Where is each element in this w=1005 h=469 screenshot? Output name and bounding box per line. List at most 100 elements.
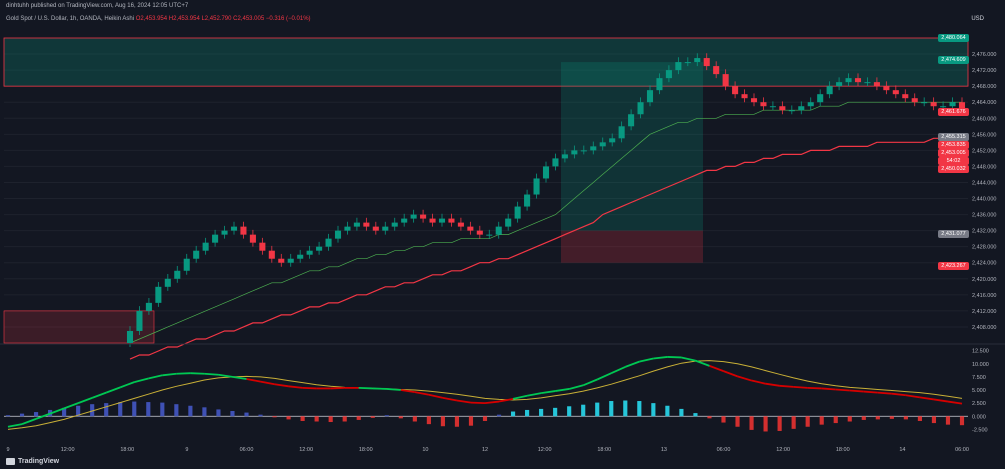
oscillator-line-segment — [512, 394, 528, 400]
price-label-badge: 2,480.064 — [938, 33, 969, 42]
oscillator-tick-label: 5.000 — [972, 388, 986, 394]
histogram-bar — [889, 416, 894, 419]
histogram-bar — [174, 404, 179, 417]
candle — [259, 242, 266, 251]
oscillator-line-segment — [372, 387, 387, 390]
oscillator-line-segment — [863, 390, 878, 394]
histogram-bar — [931, 416, 937, 424]
oscillator-line-segment — [821, 387, 836, 391]
candle — [807, 102, 814, 107]
histogram-bar — [791, 416, 796, 429]
oscillator-line-segment — [877, 391, 892, 395]
price-tick-label: 2,424.000 — [972, 261, 996, 267]
histogram-bar — [581, 404, 586, 417]
oscillator-line-segment — [723, 370, 738, 378]
candle — [429, 218, 436, 223]
time-tick-label: 12:00 — [299, 447, 313, 453]
histogram-bar — [595, 402, 600, 417]
candle — [618, 126, 625, 139]
candle — [145, 302, 152, 311]
candle — [212, 234, 219, 243]
histogram-bar — [188, 405, 193, 417]
candle — [164, 278, 171, 287]
oscillator-line-segment — [835, 388, 850, 392]
candle — [410, 214, 417, 219]
histogram-bar — [286, 416, 291, 420]
oscillator-line-segment — [190, 372, 205, 375]
candle — [656, 78, 663, 91]
time-tick-label: 18:00 — [120, 447, 134, 453]
candle — [921, 102, 928, 104]
price-tick-label: 2,420.000 — [972, 277, 996, 283]
time-tick-label: 12:00 — [776, 447, 790, 453]
candle — [420, 214, 427, 219]
histogram-bar — [412, 416, 417, 422]
histogram-bar — [510, 411, 516, 417]
candle — [571, 150, 578, 155]
histogram-bar — [651, 403, 656, 417]
candle — [467, 226, 474, 231]
price-tick-label: 2,432.000 — [972, 229, 996, 235]
candle — [911, 98, 918, 103]
oscillator-line-segment — [582, 378, 598, 387]
histogram-bar — [440, 416, 445, 427]
ohlc-values: O2,453.954 H2,453.954 L2,452.790 C2,453.… — [135, 16, 311, 22]
oscillator-line-segment — [232, 375, 247, 380]
oscillator-pane[interactable]: 12.500 10.000 7.500 5.000 2.500 0.000 -2.500 9 1… — [4, 349, 989, 453]
oscillator-line-segment — [709, 365, 724, 372]
candle — [325, 238, 332, 247]
histogram-bar — [160, 402, 165, 417]
candle — [193, 250, 200, 259]
candle — [240, 226, 247, 235]
oscillator-line-segment — [358, 387, 373, 390]
oscillator-line-segment — [176, 372, 191, 375]
oscillator-line-segment — [386, 388, 401, 391]
oscillator-line-segment — [77, 397, 93, 404]
candle — [316, 246, 323, 251]
histogram-bar — [875, 416, 880, 420]
time-tick-label: 9 — [185, 447, 188, 453]
candle — [448, 218, 455, 223]
histogram-bar — [763, 416, 768, 432]
oscillator-line-segment — [596, 372, 612, 381]
tradingview-logo-icon — [6, 458, 15, 465]
watermark-text: TradingView — [18, 458, 60, 465]
candle — [438, 218, 446, 223]
signal-line — [7, 360, 963, 430]
oscillator-tick-label: 10.000 — [972, 362, 989, 368]
histogram-bar — [468, 416, 474, 426]
candle — [221, 230, 228, 235]
candle — [883, 86, 890, 91]
histogram-bar — [300, 416, 305, 421]
oscillator-line-segment — [456, 399, 472, 404]
oscillator-line-segment — [204, 372, 219, 376]
oscillator-line-segment — [751, 379, 766, 385]
candle — [401, 218, 408, 223]
oscillator-line-segment — [7, 423, 23, 428]
oscillator-line-segment — [288, 385, 303, 389]
histogram-bar — [19, 413, 25, 417]
candle — [590, 146, 597, 151]
oscillator-line-segment — [947, 400, 963, 405]
histogram-bar — [945, 416, 951, 425]
candle — [760, 102, 767, 107]
candle — [202, 242, 209, 251]
price-tick-label: 2,468.000 — [972, 84, 996, 90]
oscillator-tick-label: 0.000 — [972, 414, 986, 420]
oscillator-line-segment — [246, 378, 261, 383]
histogram-bar — [917, 416, 922, 421]
oscillator-line-segment — [134, 377, 149, 383]
candle — [126, 330, 134, 343]
main-pane[interactable]: 2,408.000 2,412.000 2,416.000 2,420.000 2,42… — [0, 37, 1005, 360]
resistance-zone — [3, 37, 969, 87]
histogram-bar — [567, 406, 572, 417]
oscillator-line-segment — [428, 393, 444, 399]
histogram-bar — [202, 407, 207, 417]
histogram-bar — [959, 416, 965, 426]
oscillator-line-segment — [667, 356, 682, 359]
candle — [268, 250, 275, 259]
histogram-bar — [482, 416, 488, 421]
time-tick-label: 12:00 — [538, 447, 552, 453]
time-tick-label: 12:00 — [61, 447, 75, 453]
